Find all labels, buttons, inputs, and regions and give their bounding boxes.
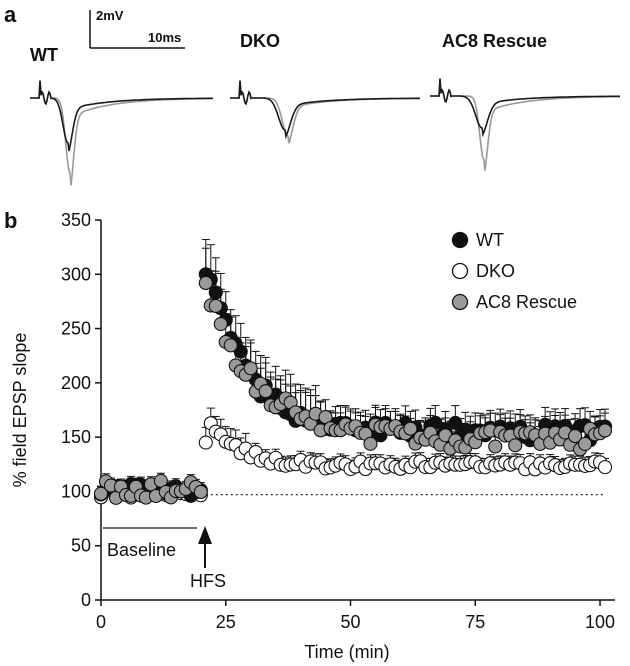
y-axis-title: % field EPSP slope xyxy=(10,333,30,488)
legend-label-rescue: AC8 Rescue xyxy=(476,292,577,312)
x-tick-label: 50 xyxy=(340,612,360,632)
y-tick-label: 200 xyxy=(61,373,91,393)
x-tick-label: 75 xyxy=(465,612,485,632)
point-rescue xyxy=(578,436,593,452)
point-rescue xyxy=(597,423,613,438)
y-tick-label: 300 xyxy=(61,264,91,284)
legend-marker-dko xyxy=(451,262,469,280)
point-rescue xyxy=(243,361,258,376)
point-rescue xyxy=(488,439,503,454)
y-tick-label: 250 xyxy=(61,319,91,339)
point-rescue xyxy=(568,429,583,444)
legend-label-dko: DKO xyxy=(476,261,515,281)
point-rescue xyxy=(193,484,208,500)
trace-title-dko: DKO xyxy=(240,31,280,51)
trace-rescue-post xyxy=(430,78,620,171)
plot-axes: 0 50 100 150 200 250 300 350 0 25 50 75 100 xyxy=(61,210,615,632)
point-dko xyxy=(597,460,613,475)
panel-b-label: b xyxy=(4,208,17,233)
point-dko xyxy=(198,435,213,450)
y-tick-label: 50 xyxy=(71,536,91,556)
trace-rescue-base xyxy=(430,78,620,138)
trace-wt-post xyxy=(30,80,213,186)
hfs-arrow xyxy=(198,526,212,568)
scale-bar-voltage-label: 2mV xyxy=(96,8,124,23)
y-tick-label: 150 xyxy=(61,427,91,447)
trace-dko-base xyxy=(230,80,420,140)
legend-marker-wt xyxy=(451,231,469,249)
hfs-label: HFS xyxy=(190,571,226,591)
plot-area xyxy=(93,239,613,505)
scale-bar: 2mV 10ms xyxy=(89,8,185,49)
trace-dko-post xyxy=(230,80,420,144)
legend-marker-rescue xyxy=(451,293,469,311)
x-tick-label: 0 xyxy=(96,612,106,632)
epsp-traces xyxy=(30,78,620,186)
point-rescue xyxy=(508,438,523,453)
legend: WT DKO AC8 Rescue xyxy=(451,230,577,312)
y-tick-label: 0 xyxy=(81,590,91,610)
panel-a-label: a xyxy=(4,2,17,27)
trace-title-rescue: AC8 Rescue xyxy=(442,31,547,51)
trace-title-wt: WT xyxy=(30,45,58,65)
x-tick-label: 25 xyxy=(216,612,236,632)
point-rescue xyxy=(93,486,109,501)
point-rescue xyxy=(223,338,238,353)
x-tick-label: 100 xyxy=(585,612,615,632)
y-tick-label: 100 xyxy=(61,481,91,501)
scale-bar-time-label: 10ms xyxy=(148,30,181,45)
x-axis-title: Time (min) xyxy=(304,642,389,662)
y-tick-label: 350 xyxy=(61,210,91,230)
point-rescue xyxy=(208,298,223,314)
point-rescue xyxy=(198,275,213,291)
point-rescue xyxy=(403,421,418,436)
trace-wt-base xyxy=(30,80,213,152)
point-rescue xyxy=(363,436,378,451)
legend-label-wt: WT xyxy=(476,230,504,250)
point-rescue xyxy=(258,384,273,399)
series-rescue xyxy=(93,247,613,505)
baseline-label: Baseline xyxy=(107,540,176,560)
point-rescue xyxy=(213,316,228,332)
